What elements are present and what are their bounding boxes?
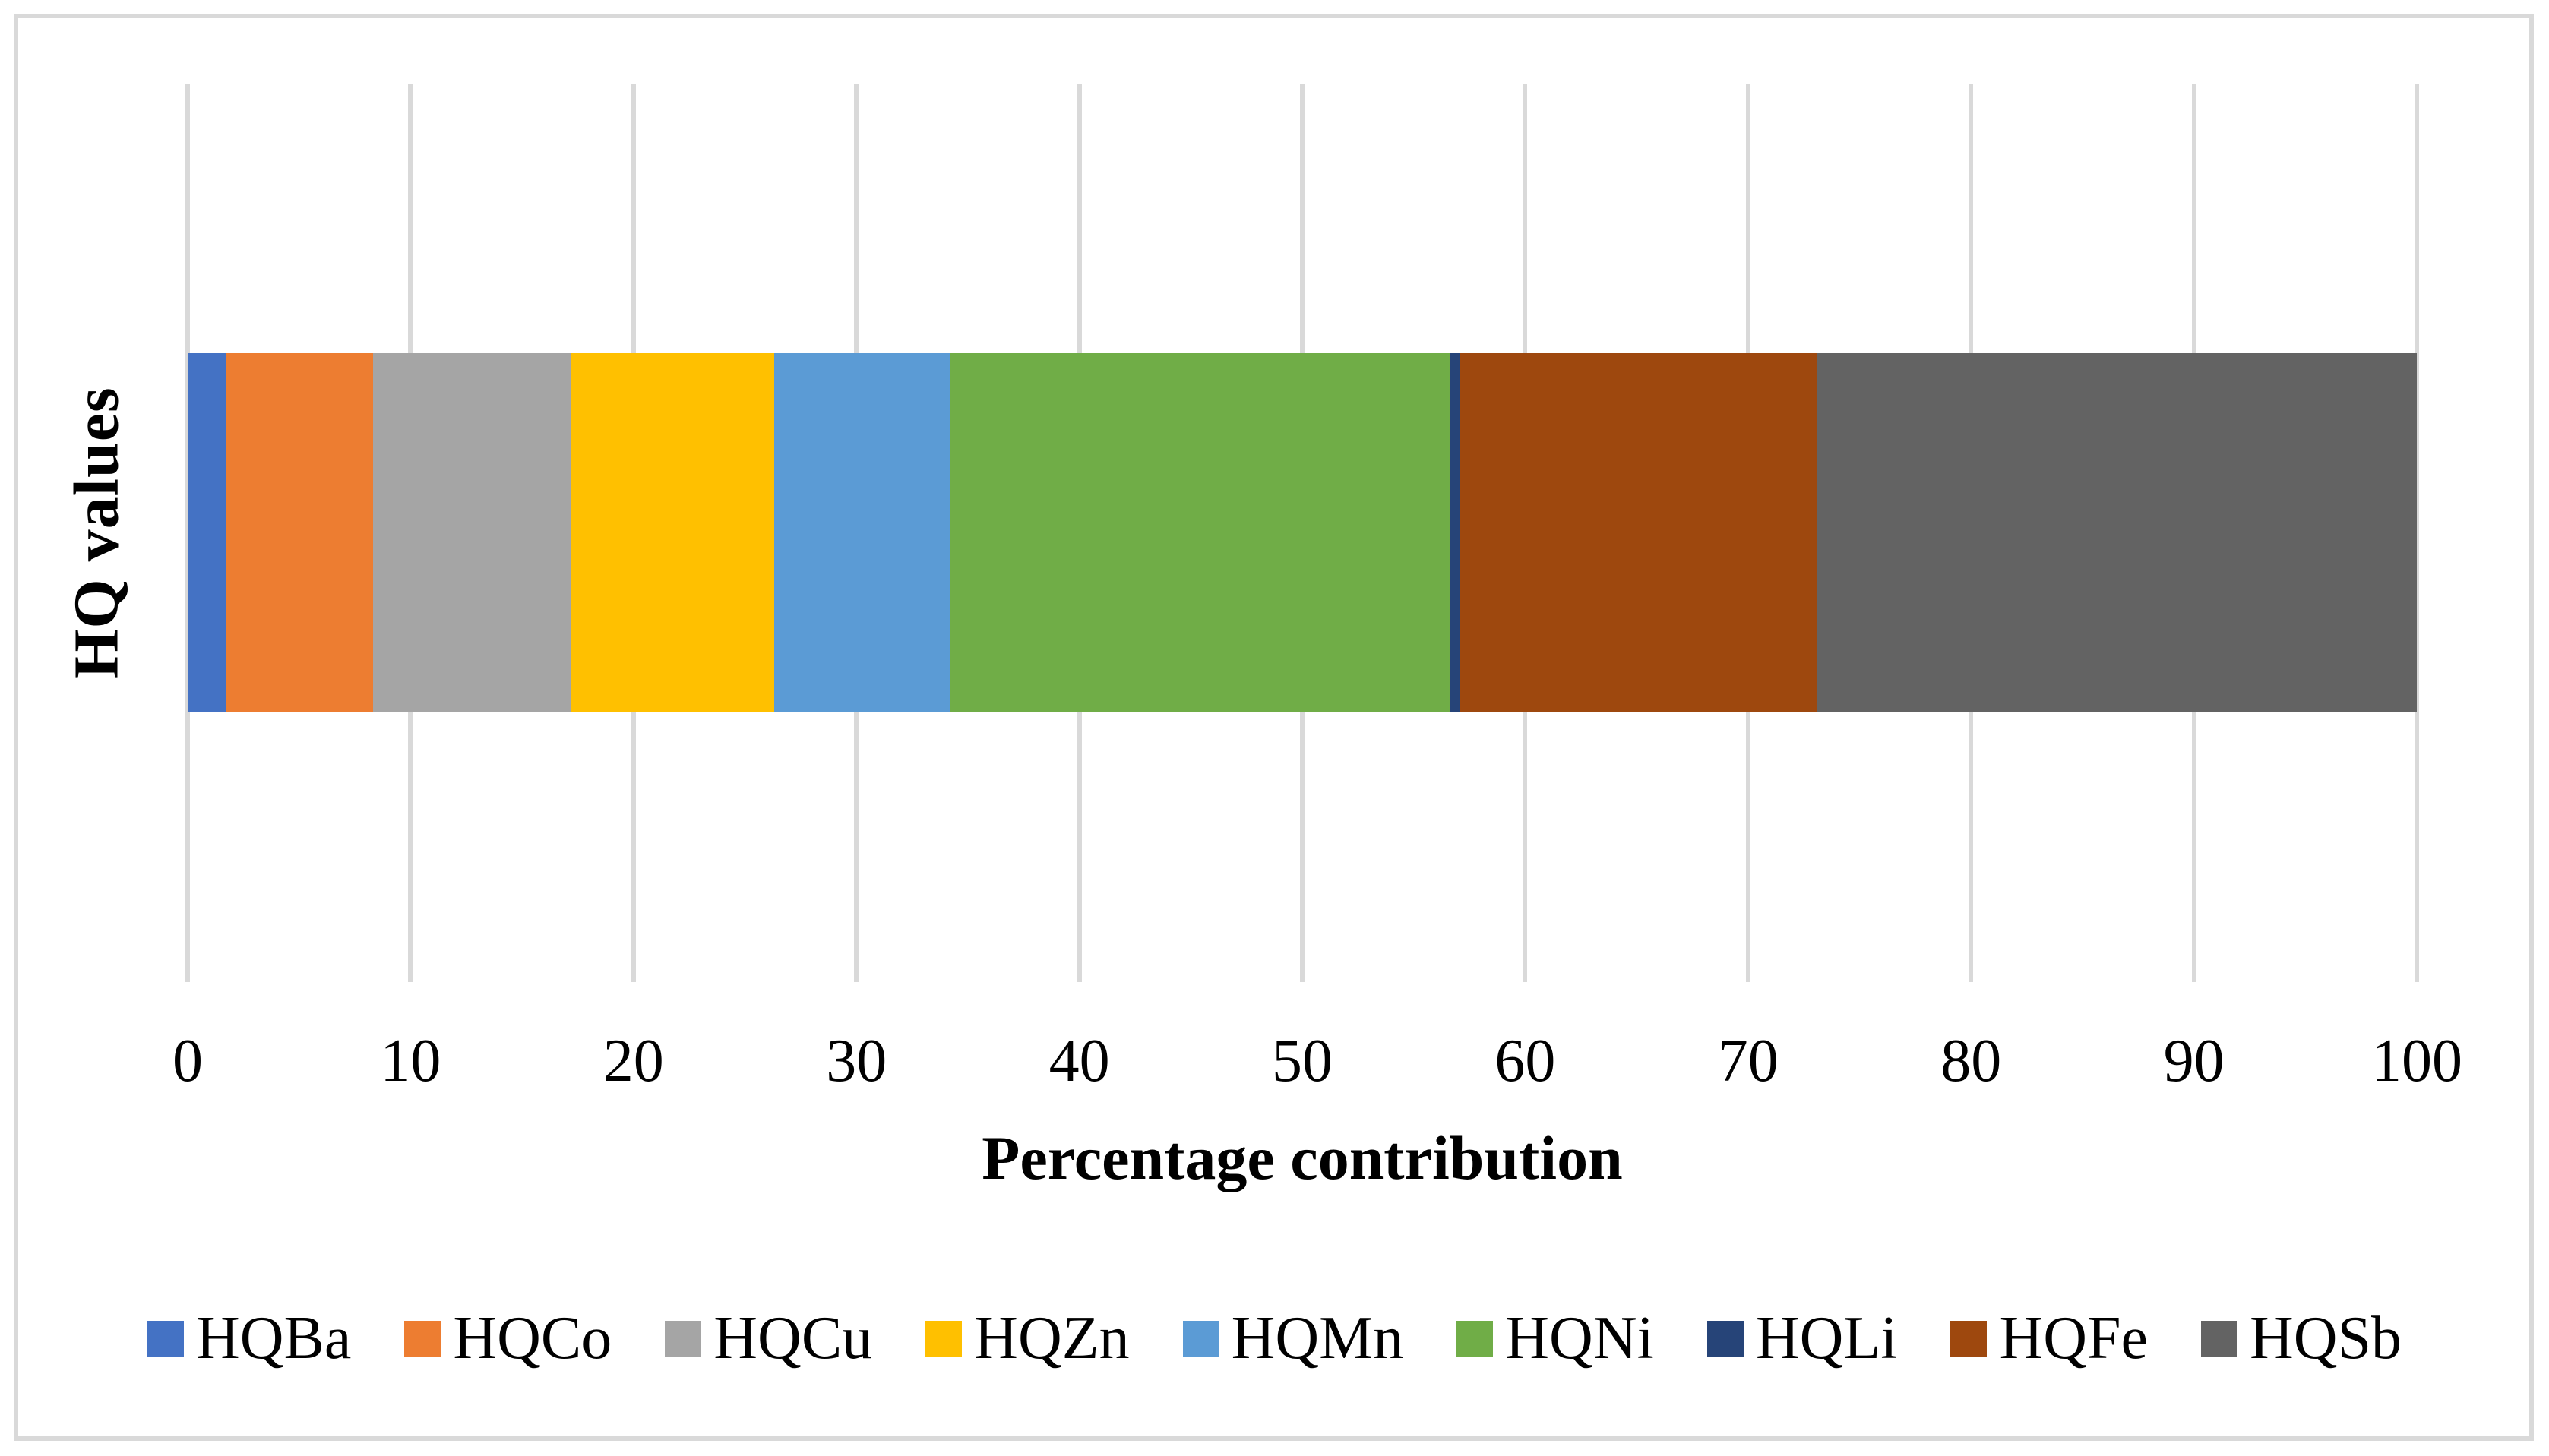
plot-area [185, 84, 2419, 982]
y-axis-title: HQ values [61, 387, 132, 680]
legend-item-hqzn: HQZn [925, 1305, 1130, 1372]
legend-label-hqcu: HQCu [713, 1305, 873, 1372]
bar-segment-hqco [225, 353, 373, 712]
bar-segment-hqba [188, 353, 226, 712]
bar-segment-hqzn [571, 353, 774, 712]
x-tick-label-100: 100 [2371, 1028, 2462, 1094]
legend-swatch-hqli [1706, 1320, 1744, 1357]
bar-segment-hqsb [1817, 353, 2417, 712]
legend-label-hqco: HQCo [453, 1305, 612, 1372]
x-tick-label-30: 30 [826, 1028, 887, 1094]
x-tick-label-0: 0 [172, 1028, 203, 1094]
x-axis-title: Percentage contribution [982, 1123, 1623, 1192]
legend: HQBa HQCo HQCu HQZn HQMn HQNi HQLi HQFe HQSb [0, 1300, 2549, 1376]
legend-item-hqli: HQLi [1706, 1305, 1898, 1372]
legend-swatch-hqba [147, 1320, 184, 1357]
legend-item-hqsb: HQSb [2201, 1308, 2402, 1369]
legend-item-hqni: HQNi [1456, 1308, 1654, 1369]
x-tick-label-40: 40 [1048, 1028, 1110, 1094]
legend-item-hqfe: HQFe [1950, 1308, 2148, 1369]
legend-swatch-hqsb [2201, 1320, 2238, 1357]
x-tick-label-20: 20 [602, 1028, 664, 1094]
x-tick-label-60: 60 [1494, 1028, 1556, 1094]
legend-label-hqmn: HQMn [1231, 1305, 1404, 1372]
legend-label-hqsb: HQSb [2250, 1305, 2402, 1372]
legend-label-hqba: HQBa [195, 1305, 352, 1372]
legend-swatch-hqcu [665, 1320, 702, 1357]
x-tick-label-50: 50 [1272, 1028, 1333, 1094]
stacked-bar [188, 353, 2417, 712]
x-tick-label-80: 80 [1940, 1028, 2002, 1094]
x-tick-label-90: 90 [2163, 1028, 2225, 1094]
legend-item-hqcu: HQCu [665, 1308, 872, 1369]
bar-segment-hqmn [773, 353, 950, 712]
x-tick-label-10: 10 [380, 1028, 441, 1094]
legend-swatch-hqco [404, 1320, 441, 1357]
bar-segment-hqli [1449, 353, 1461, 712]
x-tick-label-70: 70 [1717, 1028, 1779, 1094]
legend-swatch-hqzn [925, 1320, 963, 1357]
legend-item-hqmn: HQMn [1182, 1305, 1404, 1372]
bar-segment-hqfe [1460, 353, 1817, 712]
bar-segment-hqni [950, 353, 1450, 712]
legend-swatch-hqmn [1182, 1320, 1219, 1357]
legend-label-hqzn: HQZn [974, 1305, 1130, 1372]
legend-label-hqli: HQLi [1755, 1305, 1898, 1372]
legend-item-hqco: HQCo [404, 1308, 612, 1369]
gridline-x-100 [2415, 84, 2419, 982]
legend-swatch-hqfe [1950, 1320, 1988, 1357]
legend-item-hqba: HQBa [147, 1308, 351, 1369]
legend-swatch-hqni [1456, 1320, 1494, 1357]
legend-label-hqni: HQNi [1505, 1305, 1654, 1372]
bar-segment-hqcu [372, 353, 571, 712]
legend-label-hqfe: HQFe [1999, 1305, 2149, 1372]
